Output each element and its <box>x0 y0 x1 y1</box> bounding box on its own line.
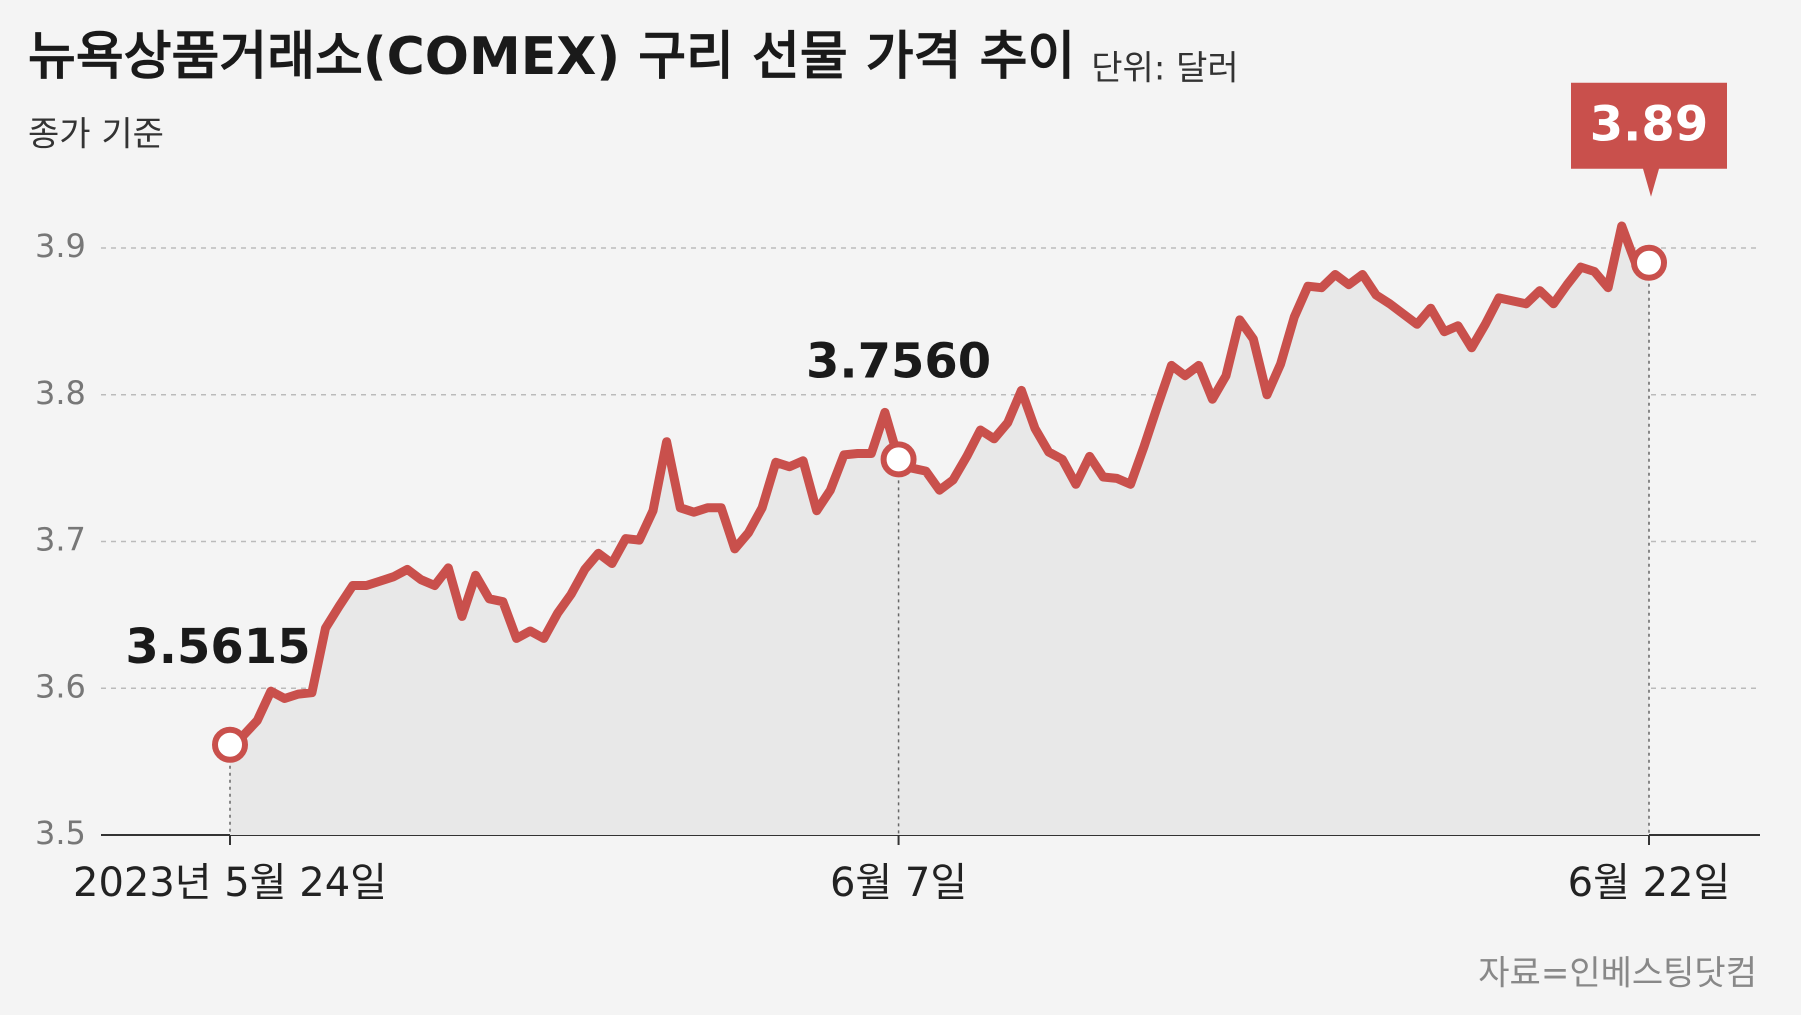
x-tick-label: 2023년 5월 24일 <box>73 860 387 906</box>
value-label: 3.7560 <box>806 333 991 389</box>
y-tick-label: 3.6 <box>35 667 86 705</box>
point <box>212 726 248 763</box>
point <box>1631 244 1667 281</box>
unit-label: 단위: 달러 <box>1091 49 1238 89</box>
source: 자료=인베스팅닷컴 <box>1478 954 1757 994</box>
area <box>230 226 1649 835</box>
y-tick-label: 3.7 <box>35 521 86 559</box>
y-tick-label: 3.8 <box>35 374 86 412</box>
x-tick-label: 6월 7일 <box>830 860 967 906</box>
line <box>225 221 1654 750</box>
x-tick-label: 6월 22일 <box>1568 860 1731 906</box>
value-label: 3.5615 <box>125 619 310 675</box>
y-tick-label: 3.9 <box>35 227 86 265</box>
point <box>880 441 917 478</box>
y-tick-label: 3.5 <box>35 814 86 852</box>
value-label: 3.89 <box>1590 97 1708 153</box>
subtitle: 종가 기준 <box>28 115 164 155</box>
chart-title: 뉴욕상품거래소(COMEX) 구리 선물 가격 추이 <box>28 27 1075 87</box>
callout-box <box>1571 82 1727 197</box>
